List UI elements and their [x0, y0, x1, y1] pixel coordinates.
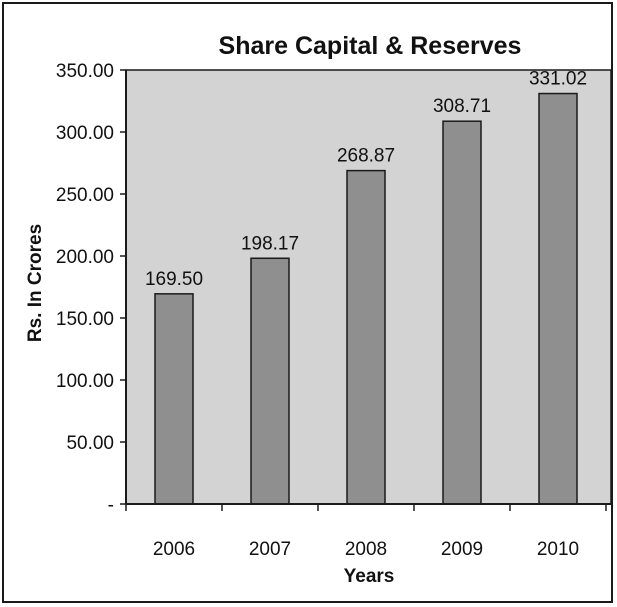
y-tick-label: 350.00 [56, 61, 114, 82]
y-axis-ticks: - 50.00 100.00 150.00 200.00 250.00 300.00 350.… [56, 61, 126, 516]
data-label-2010: 331.02 [529, 69, 587, 90]
chart-title: Share Capital & Reserves [219, 32, 522, 60]
y-tick-label: 50.00 [66, 433, 114, 454]
bar-2010 [538, 92, 578, 505]
x-axis-title: Years [344, 566, 395, 587]
y-tick-label: 250.00 [56, 185, 114, 206]
y-tick-label: 150.00 [56, 309, 114, 330]
x-tick-label-2009: 2009 [441, 539, 483, 560]
x-axis-ticks: 2006 2007 2008 2009 2010 [125, 504, 607, 560]
data-label-2009: 308.71 [433, 96, 491, 117]
y-tick-label: 300.00 [56, 123, 114, 144]
data-label-2007: 198.17 [241, 233, 299, 254]
data-label-2006: 169.50 [145, 269, 203, 290]
bar-2008 [346, 169, 386, 505]
bar-2009 [442, 120, 482, 505]
y-tick-label: 100.00 [56, 371, 114, 392]
data-label-2008: 268.87 [337, 146, 395, 167]
x-tick-label-2008: 2008 [345, 539, 387, 560]
x-tick-label-2007: 2007 [249, 539, 291, 560]
x-tick-label-2010: 2010 [537, 539, 579, 560]
y-tick-label: 200.00 [56, 247, 114, 268]
y-axis-title: Rs. In Crores [25, 224, 46, 342]
x-tick-label-2006: 2006 [153, 539, 195, 560]
y-tick-label: - [108, 495, 114, 516]
bar-2007 [250, 257, 290, 505]
bar-2006 [154, 293, 194, 505]
